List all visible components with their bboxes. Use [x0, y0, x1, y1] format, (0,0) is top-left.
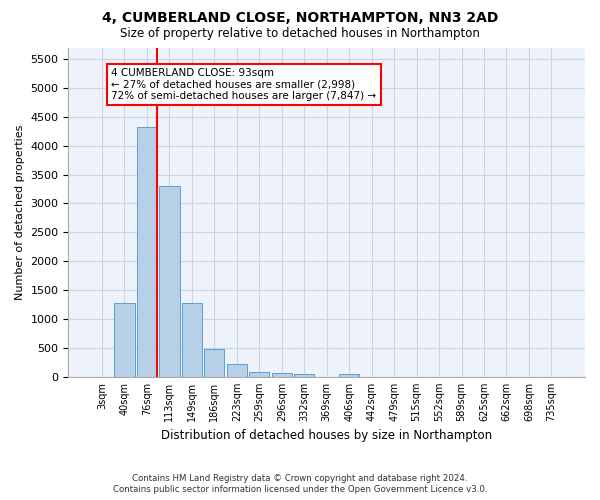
Y-axis label: Number of detached properties: Number of detached properties [15, 124, 25, 300]
Text: 4, CUMBERLAND CLOSE, NORTHAMPTON, NN3 2AD: 4, CUMBERLAND CLOSE, NORTHAMPTON, NN3 2A… [102, 12, 498, 26]
Bar [294, 374, 314, 377]
Text: Size of property relative to detached houses in Northampton: Size of property relative to detached ho… [120, 28, 480, 40]
Bar [272, 374, 292, 377]
Bar [204, 349, 224, 377]
Bar [249, 372, 269, 377]
Bar [182, 303, 202, 377]
Bar [115, 304, 134, 377]
Bar [227, 364, 247, 377]
Bar [137, 126, 157, 377]
X-axis label: Distribution of detached houses by size in Northampton: Distribution of detached houses by size … [161, 430, 492, 442]
Bar [159, 186, 179, 377]
Bar [339, 374, 359, 377]
Text: Contains HM Land Registry data © Crown copyright and database right 2024.
Contai: Contains HM Land Registry data © Crown c… [113, 474, 487, 494]
Text: 4 CUMBERLAND CLOSE: 93sqm
← 27% of detached houses are smaller (2,998)
72% of se: 4 CUMBERLAND CLOSE: 93sqm ← 27% of detac… [112, 68, 377, 101]
